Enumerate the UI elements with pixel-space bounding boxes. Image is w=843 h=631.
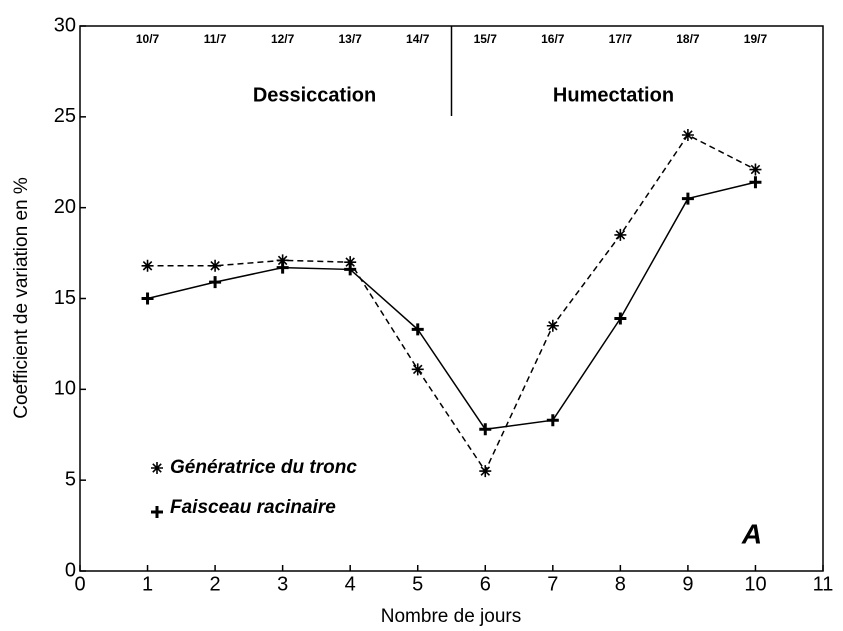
date-label: 17/7 (609, 32, 633, 46)
y-tick-label: 20 (54, 196, 76, 218)
asterisk-marker (546, 319, 559, 332)
plus-marker (276, 261, 289, 274)
marker-stroke (344, 256, 357, 269)
marker-stroke (209, 276, 222, 289)
marker-stroke (141, 259, 154, 272)
x-tick-label: 6 (480, 573, 491, 595)
date-label: 13/7 (339, 32, 363, 46)
y-tick-label: 25 (54, 105, 76, 127)
x-tick-label: 1 (142, 573, 153, 595)
y-tick-label: 0 (65, 559, 76, 581)
x-tick-label: 7 (547, 573, 558, 595)
date-label: 14/7 (406, 32, 430, 46)
marker-stroke (209, 259, 222, 272)
marker-stroke (411, 363, 424, 376)
marker-stroke (681, 192, 694, 205)
series-line (147, 134, 756, 473)
legend-label: Génératrice du tronc (170, 457, 357, 478)
x-tick-label: 3 (277, 573, 288, 595)
marker-stroke (151, 506, 163, 518)
x-tick-label: 11 (813, 573, 834, 595)
plus-marker (344, 263, 357, 276)
date-label: 18/7 (676, 32, 700, 46)
date-label: 12/7 (271, 32, 295, 46)
phase-label: Humectation (553, 84, 674, 106)
asterisk-marker (276, 254, 289, 267)
x-axis-title: Nombre de jours (381, 606, 521, 627)
asterisk-marker (209, 259, 222, 272)
x-tick-label: 8 (615, 573, 626, 595)
date-label: 19/7 (744, 32, 768, 46)
y-tick-label: 30 (54, 14, 76, 36)
marker-stroke (479, 465, 492, 478)
asterisk-marker (749, 163, 762, 176)
marker-stroke (749, 176, 762, 189)
date-label: 16/7 (541, 32, 565, 46)
plus-marker (681, 192, 694, 205)
phase-label: Dessiccation (253, 84, 376, 106)
plus-marker (749, 176, 762, 189)
date-label: 15/7 (474, 32, 498, 46)
series-line (147, 181, 756, 431)
x-tick-label: 4 (345, 573, 356, 595)
date-label: 11/7 (204, 32, 227, 46)
plus-marker (614, 312, 627, 325)
marker-stroke (546, 319, 559, 332)
y-tick-label: 10 (54, 378, 76, 400)
legend-label: Faisceau racinaire (170, 497, 336, 518)
marker-stroke (276, 254, 289, 267)
marker-stroke (681, 129, 694, 141)
plus-marker (141, 292, 154, 305)
plus-marker (546, 414, 559, 427)
plus-marker (479, 423, 492, 436)
date-label: 10/7 (136, 32, 160, 46)
marker-stroke (151, 462, 163, 474)
asterisk-marker (681, 129, 694, 141)
marker-stroke (614, 312, 627, 325)
marker-stroke (749, 163, 762, 176)
x-tick-label: 2 (210, 573, 221, 595)
y-tick-label: 15 (54, 287, 76, 309)
asterisk-marker (614, 228, 627, 241)
plus-marker (151, 506, 163, 518)
x-tick-label: 10 (744, 573, 766, 595)
asterisk-marker (151, 462, 163, 474)
marker-stroke (546, 414, 559, 427)
x-tick-label: 9 (682, 573, 693, 595)
marker-stroke (614, 228, 627, 241)
asterisk-marker (479, 465, 492, 478)
plus-marker (209, 276, 222, 289)
asterisk-marker (141, 259, 154, 272)
panel-label: A (741, 518, 762, 549)
marker-stroke (411, 323, 424, 336)
marker-stroke (141, 292, 154, 305)
x-tick-label: 5 (412, 573, 423, 595)
marker-stroke (276, 261, 289, 274)
marker-stroke (344, 263, 357, 276)
marker-stroke (479, 423, 492, 436)
y-tick-label: 5 (65, 468, 76, 490)
y-axis-title: Coefficient de variation en % (11, 177, 32, 419)
asterisk-marker (411, 363, 424, 376)
plus-marker (411, 323, 424, 336)
x-tick-label: 0 (74, 573, 85, 595)
asterisk-marker (344, 256, 357, 269)
